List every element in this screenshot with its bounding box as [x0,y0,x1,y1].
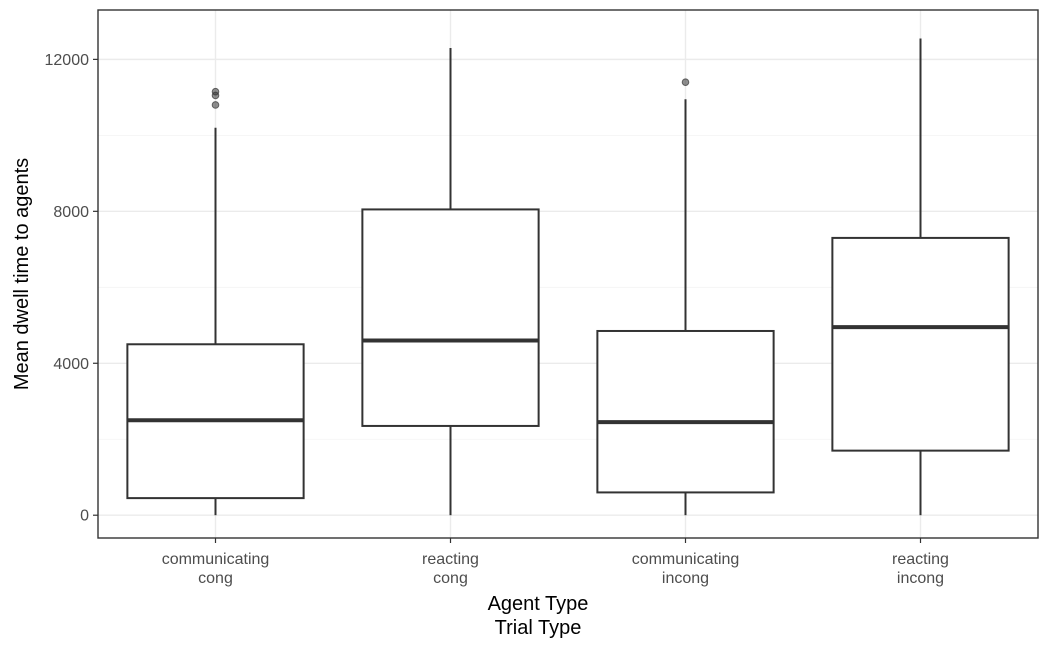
outlier-point [211,101,220,109]
panel-border [97,9,1039,539]
iqr-box [596,329,775,494]
box-1 [126,87,305,516]
outlier-point [211,87,220,96]
box-3 [596,78,775,516]
y-tick-label: 4000 [53,356,89,373]
y-axis-title: Mean dwell time to agents [11,158,33,390]
axes: 0 4000 8000 12000 communicating cong reacting c… [45,52,949,587]
box-2 [361,47,540,516]
boxes [126,38,1010,516]
y-tick-label: 0 [80,508,89,525]
x-axis-title: Agent Type Trial Type [488,593,589,639]
y-tick-label: 8000 [53,204,89,221]
x-tick-label: reacting cong [422,551,479,587]
y-tick-label: 12000 [45,52,90,69]
box-4 [831,38,1010,516]
x-tick-label: reacting incong [892,551,949,587]
iqr-box [831,236,1010,452]
x-tick-label: communicating cong [162,551,270,587]
x-tick-label: communicating incong [632,551,740,587]
iqr-box [361,208,540,427]
outlier-point [681,78,690,86]
